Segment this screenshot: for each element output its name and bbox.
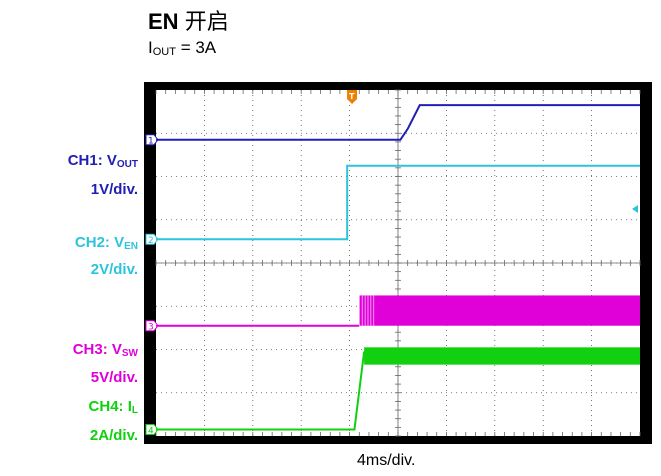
trace-ch2-ven [156,164,640,241]
page-subtitle: IOUT = 3A [148,38,217,58]
ch3-scale-label: 5V/div. [90,369,138,386]
trigger-level-icon [632,204,638,213]
scope-plot: 1 2 3 4 T [144,82,652,444]
trigger-marker-icon [347,90,358,104]
channel-markers: 1 2 3 4 T [145,90,638,437]
grid [155,89,641,437]
channel-marker-label-2: 2 [148,236,154,246]
ch4-scale-label: 2A/div. [89,427,138,444]
ch1-scale-label: 1V/div. [90,181,138,198]
trigger-marker-label: T [349,92,355,101]
page-title: EN 开启 [148,9,229,34]
trace-ch1-vout [156,104,640,141]
traces [156,104,640,431]
ch3-name-label: CH3: VSW [72,341,138,359]
ch4-name-label: CH4: IL [88,398,138,416]
trace-ch3-vsw-switching-band [359,295,640,326]
trace-ch4-il-ripple-band [364,347,640,365]
ch1-name-label: CH1: VOUT [67,152,138,170]
channel-marker-4 [145,424,159,436]
channel-marker-1 [145,134,159,146]
channel-marker-label-1: 1 [148,137,154,147]
ch2-scale-label: 2V/div. [90,261,138,278]
channel-marker-label-3: 3 [148,323,154,333]
channel-marker-label-4: 4 [148,427,154,437]
trace-ch4-il [156,351,366,431]
ch2-name-label: CH2: VEN [74,234,138,252]
channel-marker-2 [145,233,159,245]
oscilloscope-screen: 1 2 3 4 T [144,82,652,444]
channel-marker-3 [145,320,159,332]
x-axis-label: 4ms/div. [357,452,416,469]
